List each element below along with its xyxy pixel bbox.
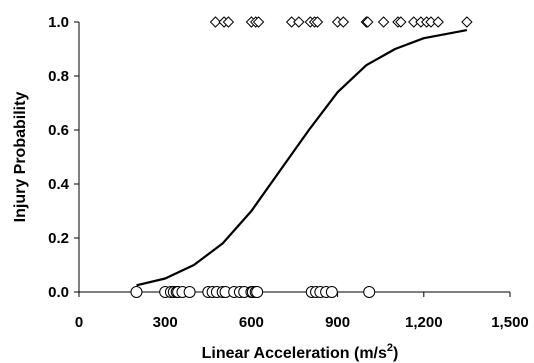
injury-point-marker bbox=[252, 16, 265, 28]
injury-point-marker bbox=[293, 16, 305, 28]
y-tick-label: 0.2 bbox=[48, 230, 69, 247]
injury-point-marker bbox=[377, 16, 390, 28]
marker-layer bbox=[130, 16, 473, 298]
curve-layer bbox=[136, 29, 468, 287]
y-tick-label: 0.0 bbox=[48, 284, 69, 301]
non-injury-point-marker bbox=[325, 286, 338, 298]
injury-point-marker bbox=[395, 16, 407, 28]
x-tick-label: 1,500 bbox=[491, 314, 529, 331]
non-injury-point-marker bbox=[251, 286, 264, 298]
x-tick-label: 0 bbox=[75, 314, 83, 331]
logistic-fit-curve bbox=[136, 29, 468, 287]
injury-point-marker bbox=[432, 16, 444, 28]
non-injury-point-marker bbox=[183, 286, 196, 298]
non-injury-point-marker bbox=[363, 286, 376, 298]
x-tick-label: 900 bbox=[325, 314, 350, 331]
y-tick-label: 0.8 bbox=[48, 68, 69, 85]
y-tick-label: 1.0 bbox=[48, 14, 69, 31]
injury-point-marker bbox=[337, 16, 350, 28]
injury-point-marker bbox=[362, 16, 374, 28]
injury-point-marker bbox=[222, 16, 235, 28]
x-tick-label: 1,200 bbox=[405, 314, 443, 331]
injury-point-marker bbox=[209, 16, 222, 28]
y-tick-label: 0.6 bbox=[48, 122, 69, 139]
x-tick-label: 600 bbox=[239, 314, 264, 331]
y-tick-label: 0.4 bbox=[48, 176, 70, 193]
non-injury-point-marker bbox=[130, 286, 143, 298]
y-axis-title: Injury Probability bbox=[12, 92, 29, 223]
x-axis-title: Linear Acceleration (m/s2) bbox=[202, 342, 399, 362]
x-tick-label: 300 bbox=[153, 314, 178, 331]
injury-point-marker bbox=[461, 16, 473, 28]
axes: 0.0 0.2 0.4 0.6 0.8 1.0 0 300 600 900 1,200 1,500 bbox=[48, 14, 529, 331]
injury-point-marker bbox=[311, 16, 324, 28]
